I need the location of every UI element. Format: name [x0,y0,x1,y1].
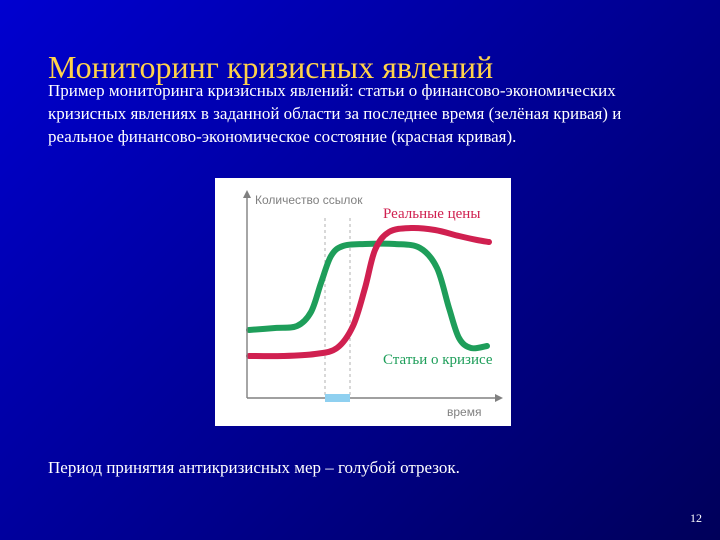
series-label-green: Статьи о кризисе [383,352,493,368]
caption-text: Период принятия антикризисных мер – голу… [48,458,460,478]
period-marker [325,394,350,402]
y-axis-label: Количество ссылок [255,193,363,207]
intro-paragraph: Пример мониторинга кризисных явлений: ст… [48,80,678,149]
series-label-red: Реальные цены [383,206,480,222]
slide: Мониторинг кризисных явлений Пример мони… [0,0,720,540]
crisis-chart: Статьи о кризисе Реальные цены Количество … [215,178,511,426]
page-number: 12 [690,511,702,526]
x-axis-label: время [447,405,481,419]
